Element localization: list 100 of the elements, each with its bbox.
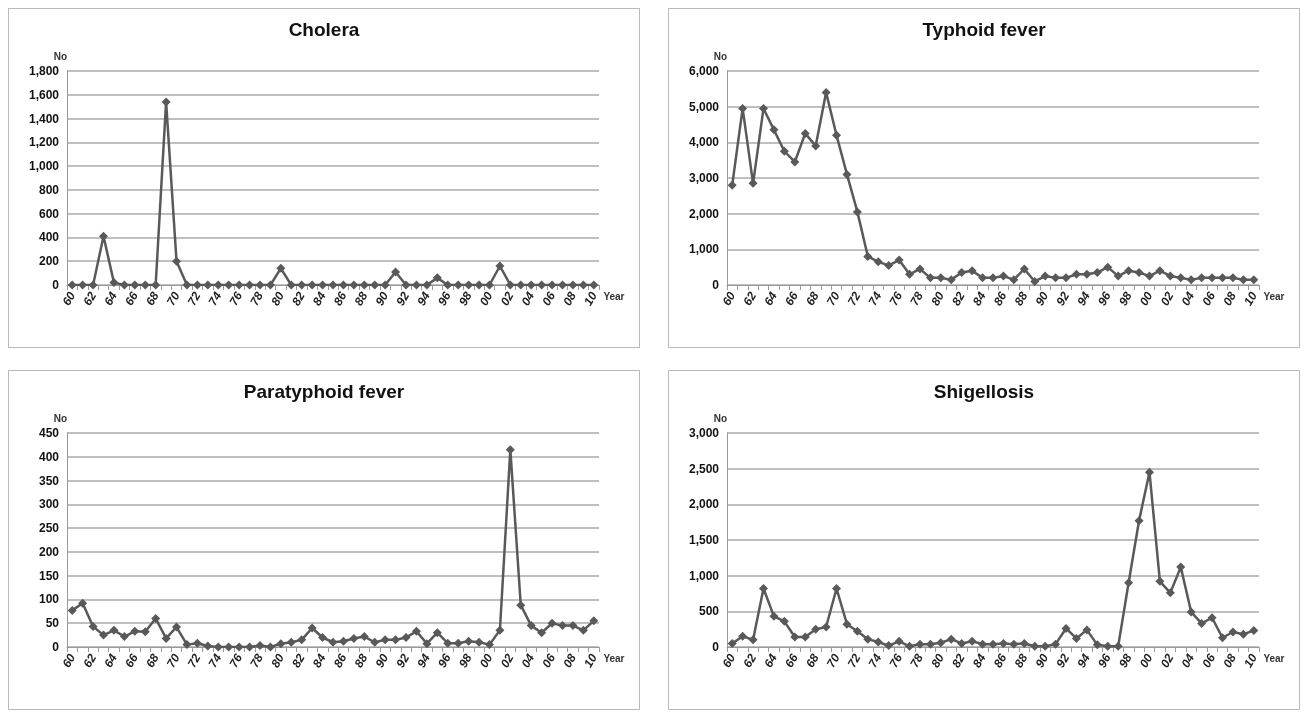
point xyxy=(905,641,915,651)
x-tick-label: 72 xyxy=(184,289,204,309)
point xyxy=(884,260,894,270)
x-tick-label: 94 xyxy=(414,651,434,671)
y-tick-label: 1,600 xyxy=(28,87,60,102)
point xyxy=(936,273,946,283)
x-tick-label: 60 xyxy=(719,651,739,671)
x-tick-label: 72 xyxy=(184,651,204,671)
y-tick-label: 600 xyxy=(38,206,60,221)
x-tick-label: 78 xyxy=(247,289,267,309)
x-tick-label: 02 xyxy=(497,651,517,671)
point xyxy=(453,638,463,648)
point xyxy=(863,634,873,644)
point xyxy=(1238,275,1248,285)
x-tick-label: 80 xyxy=(928,651,948,671)
point xyxy=(988,639,998,649)
x-tick-label: 96 xyxy=(435,651,454,671)
point xyxy=(779,146,789,156)
point xyxy=(790,632,800,642)
chart-title: Shigellosis xyxy=(933,381,1035,402)
point xyxy=(328,280,338,290)
point xyxy=(109,278,119,288)
x-tick-label: 64 xyxy=(761,289,781,309)
point xyxy=(1082,625,1092,635)
x-tick-label: 78 xyxy=(907,289,927,309)
x-tick-label: 62 xyxy=(80,651,100,671)
x-tick-label: 74 xyxy=(865,289,885,309)
point xyxy=(1176,273,1186,283)
point xyxy=(547,618,557,628)
point xyxy=(526,621,536,631)
point xyxy=(203,641,213,651)
x-tick-label: 72 xyxy=(844,651,864,671)
point xyxy=(1061,273,1071,283)
x-tick-label: 78 xyxy=(907,651,927,671)
point xyxy=(151,613,161,623)
point xyxy=(516,600,526,610)
point xyxy=(119,280,129,290)
point xyxy=(401,280,411,290)
x-tick-label: 74 xyxy=(205,651,225,671)
point xyxy=(842,169,852,179)
y-tick-label: 200 xyxy=(38,544,60,559)
x-tick-label: 82 xyxy=(288,289,308,309)
x-tick-label: 04 xyxy=(518,651,538,671)
point xyxy=(1134,516,1144,526)
x-tick-label: 96 xyxy=(435,289,454,309)
point xyxy=(1144,271,1154,281)
point xyxy=(884,641,894,651)
point xyxy=(245,642,255,652)
y-tick-label: 5,000 xyxy=(688,99,720,114)
point xyxy=(894,636,904,646)
x-tick-label: 04 xyxy=(518,289,538,309)
point xyxy=(297,635,307,645)
point xyxy=(852,626,862,636)
x-tick-label: 74 xyxy=(865,651,885,671)
y-tick-label: 1,000 xyxy=(28,159,60,174)
x-tick-label: 76 xyxy=(226,289,246,309)
x-tick-label: 82 xyxy=(948,651,968,671)
x-axis-title: Year xyxy=(603,290,625,302)
x-tick-label: 80 xyxy=(928,289,948,309)
point xyxy=(422,280,432,290)
x-tick-label: 84 xyxy=(309,289,329,309)
point xyxy=(1019,264,1029,274)
point xyxy=(1134,268,1144,278)
x-tick-label: 60 xyxy=(59,651,79,671)
point xyxy=(161,97,171,107)
point xyxy=(821,622,831,632)
x-tick-label: 92 xyxy=(393,651,413,671)
y-tick-label: 400 xyxy=(38,449,60,464)
x-tick-label: 10 xyxy=(1241,651,1261,671)
y-tick-label: 3,000 xyxy=(688,171,720,185)
point xyxy=(161,633,171,643)
y-tick-label: 1,400 xyxy=(28,111,60,126)
point xyxy=(505,280,515,290)
point xyxy=(1113,271,1123,281)
point xyxy=(1207,273,1217,283)
point xyxy=(915,264,925,274)
point xyxy=(738,103,748,113)
point xyxy=(894,255,904,265)
point xyxy=(905,269,915,279)
point xyxy=(925,273,935,283)
x-tick-label: 68 xyxy=(802,289,822,309)
point xyxy=(915,639,925,649)
point xyxy=(276,263,286,273)
x-tick-label: 06 xyxy=(539,289,559,309)
y-axis-title: No xyxy=(53,50,67,62)
x-tick-label: 68 xyxy=(802,651,822,671)
point xyxy=(140,627,150,637)
x-tick-label: 00 xyxy=(1136,651,1156,671)
chart-title: Cholera xyxy=(288,19,360,40)
x-tick-label: 68 xyxy=(142,289,162,309)
x-axis-title: Year xyxy=(603,652,625,664)
point xyxy=(1019,638,1029,648)
point xyxy=(78,598,88,608)
x-tick-label: 76 xyxy=(226,651,246,671)
y-tick-label: 1,500 xyxy=(688,533,720,547)
y-tick-label: 1,000 xyxy=(688,568,720,583)
x-tick-label: 90 xyxy=(1032,289,1052,309)
y-tick-label: 2,000 xyxy=(688,497,720,512)
x-tick-label: 10 xyxy=(581,289,601,309)
point xyxy=(811,624,821,634)
